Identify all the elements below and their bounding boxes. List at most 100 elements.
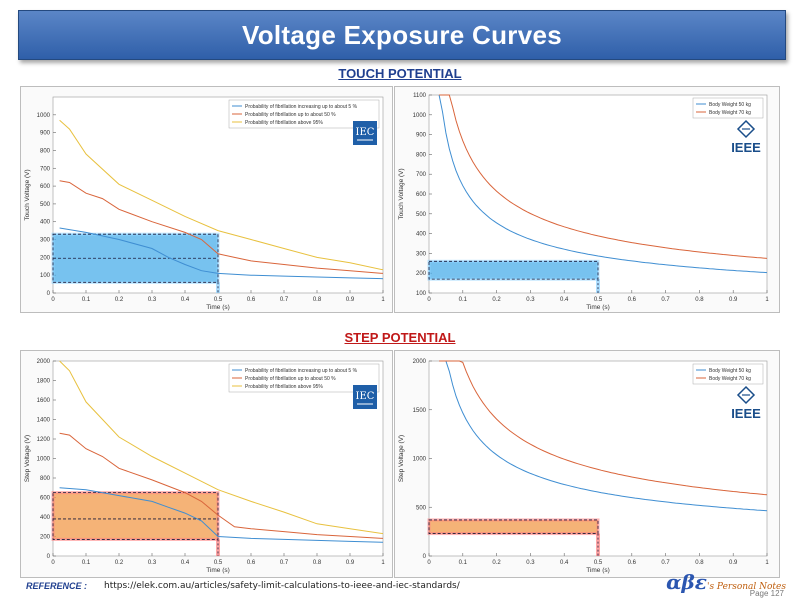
x-tick-label: 0.7 [661, 297, 670, 303]
x-tick-label: 0.4 [560, 297, 569, 303]
y-axis-label: Touch Voltage (V) [24, 169, 31, 220]
y-tick-label: 500 [40, 202, 51, 208]
chart-step-iec: 0 200 400 600 800 1000 1200 1400 1600 1800 2000 0 0.… [20, 350, 393, 578]
legend-entry: Body Weight 70 kg [709, 110, 751, 116]
chart-step-ieee-svg: 0 500 1000 1500 2000 0 0.1 0.2 0.3 0.4 0.5 0.6 0.7 0.… [398, 359, 769, 574]
y-tick-label: 2000 [413, 359, 427, 365]
legend-entry: Probability of fibrillation increasing u… [245, 104, 358, 110]
chart-touch-iec: 0 100 200 300 400 500 600 700 800 900 1000 0 0.1 0.2 0… [20, 86, 393, 313]
y-tick-label: 1000 [37, 457, 51, 463]
y-tick-label: 200 [416, 271, 427, 277]
y-tick-label: 800 [40, 148, 51, 154]
highlight-box [51, 491, 220, 541]
y-tick-label: 1000 [413, 113, 427, 119]
x-tick-label: 0.7 [280, 560, 289, 566]
legend-entry: Body Weight 50 kg [709, 102, 751, 108]
y-tick-label: 0 [423, 554, 427, 560]
brand-logo: αβε [666, 570, 707, 594]
x-tick-label: 0.8 [313, 560, 322, 566]
x-tick-label: 0.2 [115, 560, 124, 566]
y-tick-label: 200 [40, 535, 51, 541]
page-title: Voltage Exposure Curves [242, 19, 562, 50]
series-line-2 [59, 360, 384, 535]
x-tick-label: 0.8 [695, 297, 704, 303]
y-tick-label: 1000 [413, 457, 427, 463]
y-tick-label: 2000 [37, 359, 51, 365]
iec-logo [353, 385, 377, 409]
y-axis-label: Step Voltage (V) [398, 435, 405, 482]
highlight-box [427, 518, 600, 536]
y-tick-label: 0 [47, 554, 51, 560]
x-tick-label: 0.1 [459, 560, 468, 566]
x-tick-label: 0.9 [729, 560, 738, 566]
x-tick-label: 0.4 [181, 560, 190, 566]
y-tick-label: 1200 [37, 437, 51, 443]
x-axis-label: Time (s) [586, 567, 610, 574]
y-tick-label: 100 [416, 291, 427, 297]
series-line-0 [439, 360, 768, 512]
legend-box [692, 97, 764, 119]
x-tick-label: 0.8 [313, 297, 322, 303]
x-tick-label: 0.5 [214, 560, 223, 566]
legend-entry: Body Weight 70 kg [709, 376, 751, 382]
ieee-logo-text: IEEE [731, 406, 761, 421]
x-tick-label: 0.5 [594, 297, 603, 303]
x-tick-label: 0.4 [181, 297, 190, 303]
chart-touch-ieee: 100 200 300 400 500 600 700 800 900 1000 1100 0 0.1 0… [394, 86, 780, 313]
x-tick-label: 0.8 [695, 560, 704, 566]
x-tick-label: 0.3 [148, 297, 157, 303]
x-tick-label: 0 [427, 560, 431, 566]
x-tick-label: 0.3 [148, 560, 157, 566]
y-tick-label: 0 [47, 291, 51, 297]
legend-entry: Probability of fibrillation up to about … [245, 376, 336, 382]
legend-entry: Probability of fibrillation above 95% [245, 384, 323, 390]
x-tick-label: 0.3 [526, 560, 535, 566]
y-tick-label: 700 [40, 166, 51, 172]
chart-touch-ieee-svg: 100 200 300 400 500 600 700 800 900 1000 1100 0 0.1 0… [398, 93, 769, 311]
x-tick-label: 0.2 [492, 560, 501, 566]
y-tick-label: 700 [416, 172, 427, 178]
y-tick-label: 300 [416, 251, 427, 257]
reference-link[interactable]: https://elek.com.au/articles/safety-limi… [104, 581, 460, 591]
x-tick-label: 0.1 [459, 297, 468, 303]
x-tick-label: 0.1 [82, 560, 91, 566]
reference-label: REFERENCE : [26, 581, 88, 591]
y-tick-label: 800 [40, 476, 51, 482]
y-tick-label: 500 [416, 212, 427, 218]
x-tick-label: 0.5 [214, 297, 223, 303]
y-tick-label: 300 [40, 238, 51, 244]
legend-box [692, 363, 764, 385]
y-tick-label: 200 [40, 255, 51, 261]
y-tick-label: 1400 [37, 418, 51, 424]
series-line-0 [59, 227, 384, 280]
x-tick-label: 1 [381, 560, 385, 566]
brand-block: αβε's Personal Notes [666, 570, 786, 594]
y-tick-label: 600 [40, 496, 51, 502]
x-tick-label: 0.7 [280, 297, 289, 303]
y-tick-label: 1600 [37, 398, 51, 404]
y-tick-label: 100 [40, 273, 51, 279]
highlight-box-outline [428, 260, 599, 280]
x-tick-label: 0.9 [346, 560, 355, 566]
x-tick-label: 0.6 [628, 297, 637, 303]
x-tick-label: 0.9 [729, 297, 738, 303]
x-tick-label: 1 [381, 297, 385, 303]
x-tick-label: 0.7 [661, 560, 670, 566]
y-tick-label: 400 [40, 220, 51, 226]
x-axis-label: Time (s) [586, 304, 610, 311]
x-tick-label: 0.1 [82, 297, 91, 303]
series-line-0 [438, 94, 768, 274]
touch-potential-heading: TOUCH POTENTIAL [338, 66, 462, 81]
x-axis-label: Time (s) [206, 304, 230, 311]
y-tick-label: 600 [40, 184, 51, 190]
x-tick-label: 0.5 [594, 560, 603, 566]
x-tick-label: 1 [765, 560, 769, 566]
iec-logo [353, 121, 377, 145]
x-tick-label: 0 [427, 297, 431, 303]
iec-logo-text: IEC [356, 391, 375, 402]
x-tick-label: 0.3 [526, 297, 535, 303]
y-tick-label: 1100 [413, 93, 427, 99]
series-line-1 [439, 360, 768, 496]
y-tick-label: 600 [416, 192, 427, 198]
y-tick-label: 400 [416, 232, 427, 238]
